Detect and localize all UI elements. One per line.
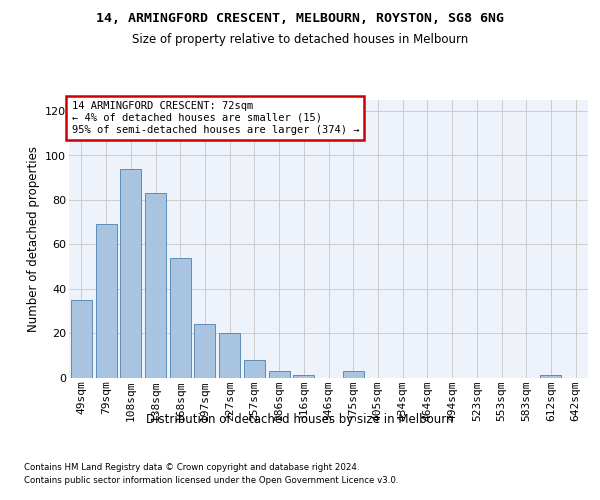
- Bar: [145, 193, 166, 378]
- Text: Size of property relative to detached houses in Melbourn: Size of property relative to detached ho…: [132, 32, 468, 46]
- Bar: [541, 376, 562, 378]
- Bar: [194, 324, 215, 378]
- Bar: [71, 300, 92, 378]
- Bar: [95, 224, 116, 378]
- Bar: [244, 360, 265, 378]
- Text: 14 ARMINGFORD CRESCENT: 72sqm
← 4% of detached houses are smaller (15)
95% of se: 14 ARMINGFORD CRESCENT: 72sqm ← 4% of de…: [71, 102, 359, 134]
- Bar: [170, 258, 191, 378]
- Text: Distribution of detached houses by size in Melbourn: Distribution of detached houses by size …: [146, 412, 454, 426]
- Bar: [269, 371, 290, 378]
- Bar: [293, 376, 314, 378]
- Y-axis label: Number of detached properties: Number of detached properties: [26, 146, 40, 332]
- Bar: [120, 169, 141, 378]
- Text: 14, ARMINGFORD CRESCENT, MELBOURN, ROYSTON, SG8 6NG: 14, ARMINGFORD CRESCENT, MELBOURN, ROYST…: [96, 12, 504, 26]
- Bar: [343, 371, 364, 378]
- Bar: [219, 333, 240, 378]
- Text: Contains HM Land Registry data © Crown copyright and database right 2024.: Contains HM Land Registry data © Crown c…: [24, 462, 359, 471]
- Text: Contains public sector information licensed under the Open Government Licence v3: Contains public sector information licen…: [24, 476, 398, 485]
